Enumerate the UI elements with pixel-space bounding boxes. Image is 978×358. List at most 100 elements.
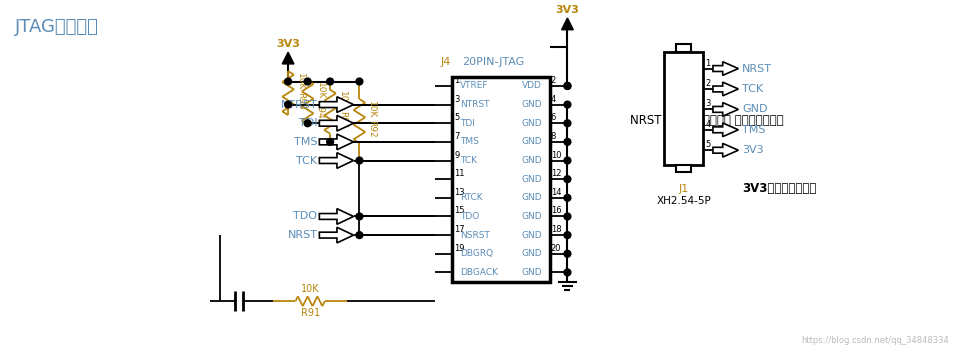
Polygon shape	[712, 102, 737, 116]
Text: TCK: TCK	[460, 156, 476, 165]
Text: RTCK: RTCK	[460, 193, 482, 202]
Text: 1: 1	[704, 59, 710, 68]
Text: GND: GND	[521, 100, 542, 109]
Text: 20: 20	[551, 244, 560, 253]
Text: 4: 4	[704, 120, 710, 129]
Text: 16: 16	[551, 207, 560, 216]
Polygon shape	[712, 144, 737, 157]
Text: R92: R92	[367, 120, 376, 137]
Text: 15: 15	[454, 207, 465, 216]
Circle shape	[563, 213, 570, 220]
Circle shape	[563, 176, 570, 183]
Text: NTRST: NTRST	[281, 100, 317, 110]
Polygon shape	[712, 123, 737, 137]
Text: GND: GND	[521, 137, 542, 146]
Text: GND: GND	[521, 119, 542, 128]
Polygon shape	[319, 97, 353, 112]
Text: 14: 14	[551, 188, 560, 197]
Text: TDI: TDI	[298, 118, 317, 128]
Text: R94: R94	[315, 101, 324, 119]
Text: R93: R93	[295, 92, 304, 110]
Text: 10: 10	[551, 151, 560, 160]
Text: TMS: TMS	[293, 137, 317, 147]
Text: 5: 5	[704, 140, 710, 149]
Text: 5: 5	[454, 113, 459, 122]
Text: JTAG下载接口: JTAG下载接口	[15, 18, 99, 36]
Text: R95: R95	[337, 111, 346, 129]
Text: 19: 19	[454, 244, 465, 253]
Text: GND: GND	[521, 231, 542, 240]
Text: 2: 2	[704, 79, 710, 88]
Text: NRST 接 MCU复位引脚 可以增加稳定性: NRST 接 MCU复位引脚 可以增加稳定性	[629, 114, 782, 127]
Text: DBGACK: DBGACK	[460, 268, 498, 277]
Text: 3V3可对目标板供电: 3V3可对目标板供电	[741, 182, 816, 195]
Polygon shape	[712, 82, 737, 96]
Text: TDO: TDO	[293, 212, 317, 222]
Circle shape	[563, 157, 570, 164]
Circle shape	[563, 120, 570, 127]
Text: NSRST: NSRST	[460, 231, 489, 240]
Text: TMS: TMS	[741, 125, 765, 135]
Text: 10K: 10K	[300, 284, 319, 294]
Circle shape	[563, 83, 570, 90]
Text: 10K: 10K	[295, 73, 304, 90]
Circle shape	[563, 250, 570, 257]
Text: J1: J1	[678, 184, 689, 194]
Text: 4: 4	[551, 95, 556, 103]
Polygon shape	[319, 227, 353, 243]
Text: NRST: NRST	[288, 230, 317, 240]
Text: TMS: TMS	[460, 137, 478, 146]
Text: 2: 2	[551, 76, 556, 85]
Circle shape	[285, 101, 291, 108]
Text: GND: GND	[521, 193, 542, 202]
Circle shape	[563, 83, 570, 90]
Text: 17: 17	[454, 225, 465, 234]
Text: 10K: 10K	[337, 91, 346, 109]
Circle shape	[563, 232, 570, 238]
Text: https://blog.csdn.net/qq_34848334: https://blog.csdn.net/qq_34848334	[800, 336, 948, 345]
Text: VDD: VDD	[521, 82, 542, 91]
Text: R91: R91	[300, 308, 320, 318]
Text: 7: 7	[454, 132, 459, 141]
Text: NTRST: NTRST	[460, 100, 489, 109]
Text: NRST: NRST	[741, 64, 772, 73]
Text: 12: 12	[551, 169, 560, 178]
Circle shape	[304, 120, 311, 127]
Text: GND: GND	[521, 249, 542, 258]
Circle shape	[356, 78, 363, 85]
Text: 3: 3	[704, 100, 710, 108]
Text: 3V3: 3V3	[741, 145, 763, 155]
Circle shape	[356, 157, 363, 164]
Text: 18: 18	[551, 225, 560, 234]
Text: TCK: TCK	[296, 155, 317, 165]
Text: GND: GND	[521, 175, 542, 184]
Text: 11: 11	[454, 169, 465, 178]
Bar	[663, 52, 702, 165]
Text: 9: 9	[454, 151, 459, 160]
Text: 3V3: 3V3	[276, 39, 299, 49]
Text: 10K: 10K	[367, 101, 376, 118]
Circle shape	[356, 213, 363, 220]
Polygon shape	[319, 115, 353, 131]
Text: J4: J4	[440, 57, 451, 67]
Text: XH2.54-5P: XH2.54-5P	[655, 196, 710, 206]
Text: 1: 1	[454, 76, 459, 85]
Text: 6: 6	[551, 113, 556, 122]
Circle shape	[563, 269, 570, 276]
Text: DBGRQ: DBGRQ	[460, 249, 493, 258]
Circle shape	[356, 232, 363, 238]
Text: 20PIN-JTAG: 20PIN-JTAG	[462, 57, 523, 67]
Text: 3: 3	[454, 95, 459, 103]
Bar	[675, 165, 690, 172]
Text: TDI: TDI	[460, 119, 474, 128]
Bar	[675, 44, 690, 52]
Circle shape	[285, 78, 291, 85]
Circle shape	[327, 78, 333, 85]
Circle shape	[563, 139, 570, 145]
Polygon shape	[561, 18, 573, 30]
Polygon shape	[712, 62, 737, 76]
Text: GND: GND	[521, 268, 542, 277]
Text: GND: GND	[741, 105, 767, 115]
Polygon shape	[282, 52, 293, 64]
Text: TCK: TCK	[741, 84, 763, 94]
